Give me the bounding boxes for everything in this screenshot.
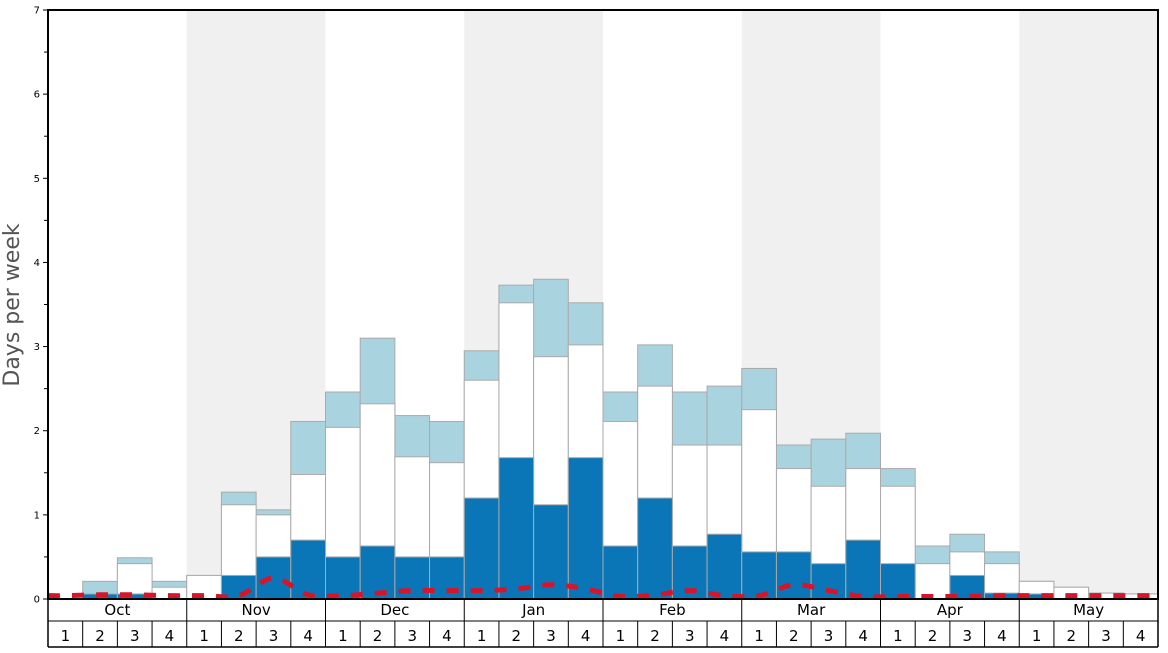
month-label-jan: Jan	[521, 601, 545, 619]
dashed-line-layer	[47, 575, 1158, 600]
week-label: 4	[303, 627, 313, 645]
month-label-dec: Dec	[380, 601, 409, 619]
week-label: 4	[1136, 627, 1146, 645]
bar-dark-24	[845, 539, 881, 600]
week-label: 2	[650, 627, 660, 645]
y-tick-label: 3	[34, 342, 40, 353]
bar-dark-14	[498, 457, 535, 600]
bar-mid-26	[914, 563, 951, 600]
week-label: 4	[442, 627, 452, 645]
week-label: 4	[858, 627, 868, 645]
y-axis-title: Days per week	[0, 223, 25, 386]
week-label: 2	[789, 627, 799, 645]
week-label: 4	[720, 627, 730, 645]
y-tick-label: 7	[34, 6, 40, 17]
bar-dark-23	[810, 563, 847, 600]
week-label: 3	[962, 627, 972, 645]
month-label-mar: Mar	[797, 601, 826, 619]
bar-dark-10	[359, 545, 396, 600]
week-label: 3	[824, 627, 834, 645]
week-label: 2	[373, 627, 383, 645]
bar-dark-17	[602, 545, 639, 600]
week-label: 4	[997, 627, 1007, 645]
week-label: 4	[165, 627, 175, 645]
week-label: 3	[130, 627, 140, 645]
week-label: 1	[893, 627, 903, 645]
month-shade-may	[1019, 10, 1158, 599]
week-label: 1	[477, 627, 487, 645]
week-label: 1	[199, 627, 209, 645]
week-label: 3	[407, 627, 417, 645]
week-label: 3	[546, 627, 556, 645]
month-label-oct: Oct	[104, 601, 130, 619]
dashed-line	[47, 575, 1158, 600]
y-axis: 0 1 2 3 4 5 6 7	[34, 6, 48, 606]
bar-dark-8	[290, 539, 326, 600]
week-label: 1	[338, 627, 348, 645]
month-label-may: May	[1073, 601, 1104, 619]
bar-dark-21	[741, 551, 777, 600]
week-label: 3	[269, 627, 279, 645]
month-label-nov: Nov	[241, 601, 270, 619]
bar-dark-7	[255, 556, 292, 600]
bar-dark-20	[706, 533, 743, 600]
week-label: 2	[928, 627, 938, 645]
week-label: 1	[1032, 627, 1042, 645]
week-label: 2	[234, 627, 244, 645]
y-tick-label: 4	[34, 258, 40, 269]
week-label: 3	[1101, 627, 1111, 645]
week-label: 1	[61, 627, 71, 645]
bar-dark-22	[775, 551, 812, 600]
bar-dark-16	[567, 457, 604, 600]
week-label: 4	[581, 627, 591, 645]
week-label: 2	[512, 627, 522, 645]
month-label-apr: Apr	[937, 601, 964, 619]
y-tick-label: 2	[34, 426, 40, 437]
week-label: 1	[616, 627, 626, 645]
bar-dark-25	[880, 563, 916, 600]
bar-dark-18	[637, 497, 673, 600]
y-tick-label: 1	[34, 510, 40, 521]
week-label: 3	[685, 627, 695, 645]
y-tick-label: 6	[34, 90, 40, 101]
month-label-feb: Feb	[659, 601, 686, 619]
week-label: 2	[95, 627, 105, 645]
y-tick-label: 5	[34, 174, 40, 185]
x-axis: Oct Nov Dec Jan Feb Mar Apr May 1 2 3 4 1 2 3 4 1 2 3 4 1 2 3 4…	[47, 599, 1159, 648]
week-label: 2	[1067, 627, 1077, 645]
bar-dark-13	[463, 497, 500, 600]
week-label: 1	[754, 627, 764, 645]
y-tick-label: 0	[34, 595, 40, 606]
bars	[82, 278, 1159, 600]
